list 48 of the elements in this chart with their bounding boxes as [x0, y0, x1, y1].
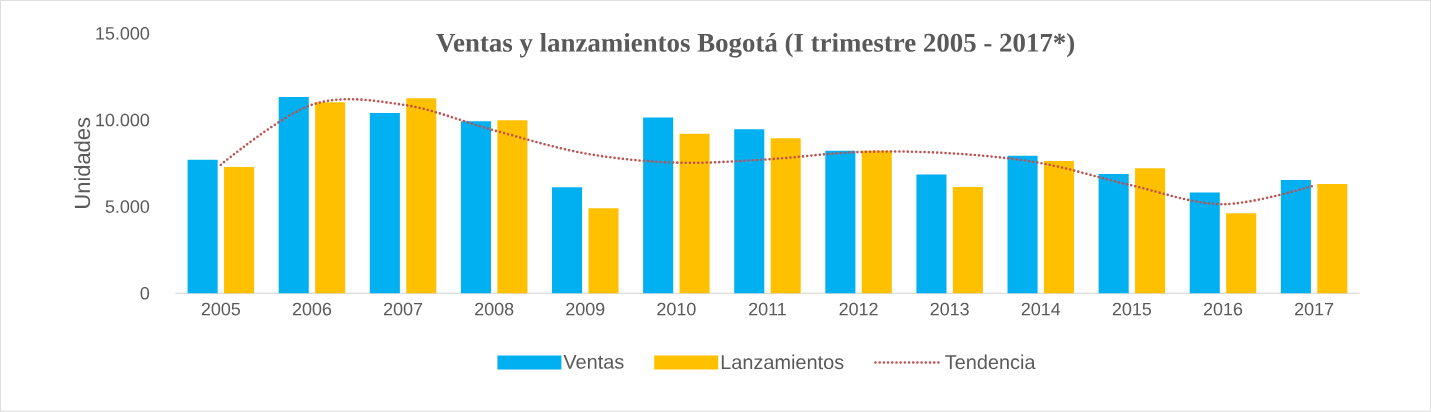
- bar: [369, 113, 400, 294]
- x-tick-label: 2014: [1021, 302, 1061, 316]
- bar: [825, 151, 856, 294]
- x-tick-label: 2006: [292, 302, 332, 316]
- y-tick-label: 10.000: [96, 113, 150, 127]
- bar: [460, 121, 491, 294]
- bar: [679, 133, 710, 294]
- y-axis-title: Unidades: [74, 118, 91, 209]
- bar: [770, 138, 801, 294]
- bar: [552, 187, 583, 294]
- legend-label: Tendencia: [945, 354, 1036, 370]
- legend-label: Ventas: [563, 355, 624, 370]
- bar: [315, 102, 346, 294]
- bar: [1007, 156, 1038, 294]
- bar: [588, 208, 619, 294]
- bar: [224, 167, 255, 294]
- legend-label: Lanzamientos: [721, 354, 844, 370]
- bar: [734, 129, 765, 294]
- bar: [1317, 184, 1348, 294]
- bar: [1280, 180, 1311, 294]
- x-tick-label: 2005: [201, 302, 241, 316]
- bar: [952, 187, 983, 294]
- x-tick-label: 2010: [657, 302, 696, 316]
- x-tick-label: 2007: [384, 302, 423, 316]
- x-tick-label: 2013: [930, 302, 969, 316]
- bar: [406, 98, 437, 294]
- bar: [1226, 213, 1257, 294]
- bar: [916, 174, 947, 294]
- x-tick-label: 2015: [1112, 302, 1152, 316]
- x-tick-label: 2012: [839, 302, 878, 316]
- x-tick-label: 2011: [749, 302, 786, 316]
- bar: [1135, 168, 1166, 294]
- bar: [187, 160, 218, 294]
- x-tick-label: 2016: [1203, 302, 1243, 316]
- x-tick-label: 2008: [475, 302, 514, 316]
- bar: [278, 97, 309, 294]
- x-tick-label: 2017: [1295, 302, 1334, 316]
- bar: [1043, 161, 1075, 294]
- bar: [1189, 192, 1220, 294]
- bar: [1098, 174, 1129, 294]
- bar: [861, 151, 892, 294]
- x-tick-label: 2009: [566, 302, 605, 316]
- y-tick-label: 15.000: [96, 27, 150, 40]
- bar: [497, 120, 528, 294]
- chart-title: Ventas y lanzamientos Bogotá (I trimestre 2005 - 2017*): [436, 33, 1075, 58]
- y-tick-label: 0: [140, 287, 150, 300]
- bar: [643, 117, 674, 294]
- y-tick-label: 5.000: [105, 200, 150, 214]
